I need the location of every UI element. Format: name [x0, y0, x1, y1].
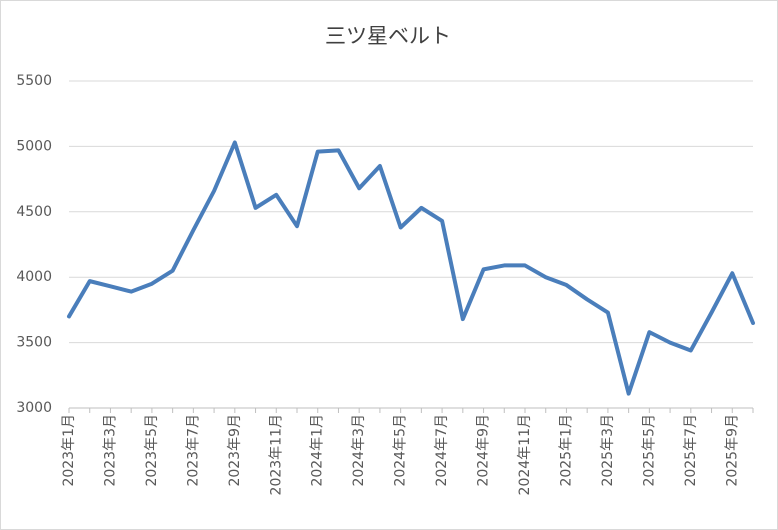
chart-title: 三ツ星ベルト: [325, 24, 451, 48]
x-tick-label: 2023年1月: [61, 414, 77, 487]
x-tick-label: 2024年9月: [476, 414, 492, 487]
x-tick-label: 2024年7月: [434, 414, 450, 487]
y-tick-label: 4500: [16, 204, 52, 220]
x-tick-label: 2024年11月: [517, 414, 533, 495]
x-tick-label: 2025年9月: [724, 414, 740, 487]
x-tick-label: 2024年1月: [310, 414, 326, 487]
x-tick-label: 2025年3月: [600, 414, 616, 487]
x-tick-label: 2023年11月: [268, 414, 284, 495]
y-tick-label: 5000: [16, 138, 52, 154]
x-tick-label: 2023年9月: [227, 414, 243, 487]
x-tick-label: 2024年3月: [351, 414, 367, 487]
y-tick-label: 3000: [16, 400, 52, 416]
x-tick-label: 2024年5月: [393, 414, 409, 487]
x-tick-label: 2023年7月: [185, 414, 201, 487]
x-tick-label: 2025年1月: [558, 414, 574, 487]
y-tick-label: 5500: [16, 73, 52, 89]
x-tick-label: 2025年7月: [683, 414, 699, 487]
x-tick-label: 2023年5月: [144, 414, 160, 487]
y-tick-label: 4000: [16, 269, 52, 285]
x-tick-label: 2025年5月: [641, 414, 657, 487]
data-line: [67, 140, 755, 396]
x-tick-label: 2023年3月: [102, 414, 118, 487]
y-tick-label: 3500: [16, 335, 52, 351]
